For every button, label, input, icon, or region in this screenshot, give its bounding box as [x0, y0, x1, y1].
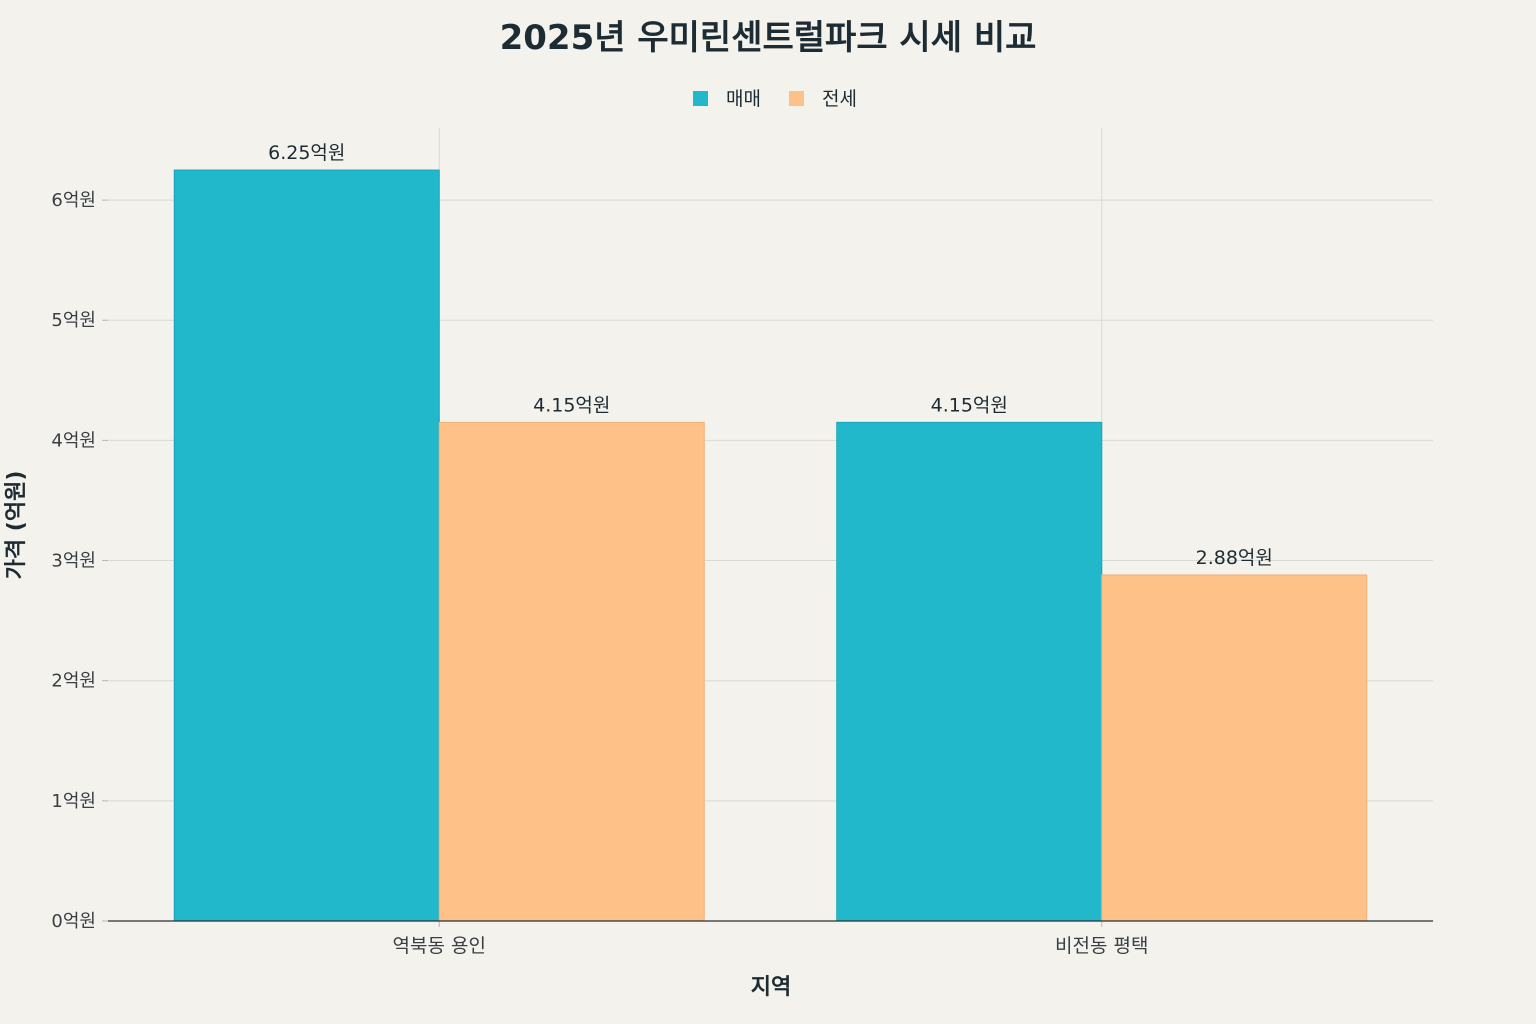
- bar-jeonse: [438, 421, 705, 922]
- y-tick-label: 6억원: [51, 190, 96, 211]
- bars: [173, 169, 1368, 922]
- bar-value-label: 4.15억원: [533, 394, 610, 416]
- x-tick-label: 비전동 평택: [1055, 935, 1148, 957]
- y-axis-title: 가격 (억원): [4, 471, 29, 580]
- bar-value-label: 6.25억원: [268, 142, 345, 164]
- legend-label: 매매: [726, 88, 761, 110]
- y-tick-label: 2억원: [51, 671, 96, 692]
- legend-label: 전세: [822, 88, 857, 110]
- bar-sale: [173, 169, 440, 922]
- x-axis-ticks: 역북동 용인 비전동 평택: [393, 921, 1148, 957]
- y-tick-label: 0억원: [51, 911, 96, 932]
- bar-jeonse: [1101, 574, 1368, 922]
- bar-sale: [836, 421, 1103, 922]
- bar-value-label: 4.15억원: [931, 394, 1008, 416]
- bar-value-label: 2.88억원: [1196, 547, 1273, 569]
- y-axis-ticks: 0억원 1억원 2억원 3억원 4억원 5억원 6억원: [51, 190, 108, 932]
- legend: 매매 전세: [693, 88, 857, 110]
- legend-swatch: [789, 91, 804, 106]
- legend-swatch: [693, 91, 708, 106]
- data-labels: 6.25억원 4.15억원 4.15억원 2.88억원: [268, 142, 1273, 569]
- chart-title: 2025년 우미린센트럴파크 시세 비교: [500, 18, 1037, 58]
- y-tick-label: 4억원: [51, 430, 96, 451]
- y-tick-label: 1억원: [51, 791, 96, 812]
- x-tick-label: 역북동 용인: [393, 935, 486, 957]
- y-tick-label: 3억원: [51, 551, 96, 572]
- y-tick-label: 5억원: [51, 310, 96, 331]
- x-axis-title: 지역: [751, 975, 791, 1000]
